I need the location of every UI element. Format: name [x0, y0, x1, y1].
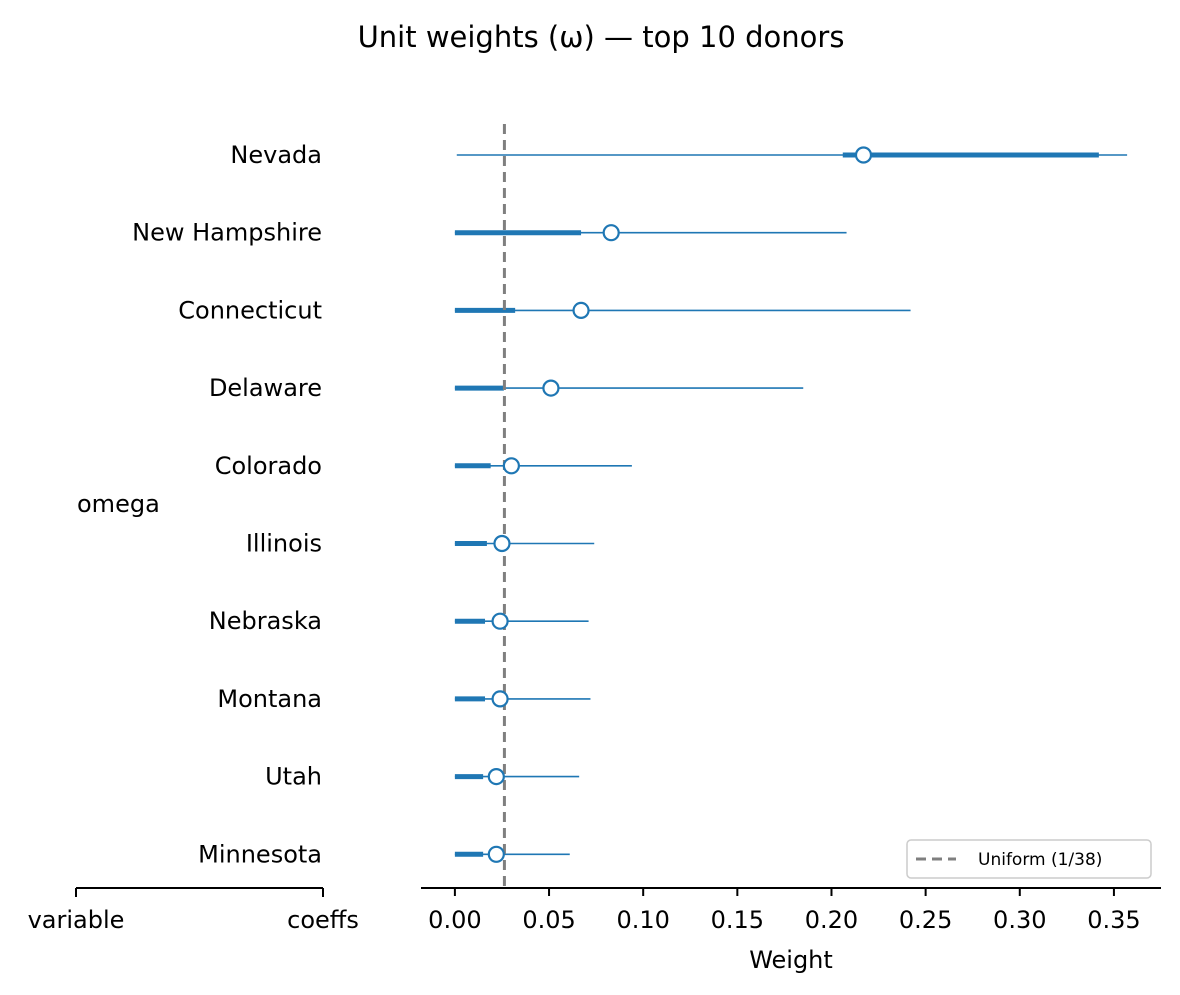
category-label-colorado: Colorado: [215, 452, 322, 480]
table-header-coeffs: coeffs: [287, 906, 359, 934]
mean-point-nevada: [854, 146, 873, 164]
category-label-delaware: Delaware: [209, 374, 322, 402]
category-label-connecticut: Connecticut: [178, 296, 322, 324]
category-label-nebraska: Nebraska: [209, 607, 322, 635]
x-tick-label: 0.15: [711, 906, 764, 934]
x-tick-label: 0.20: [805, 906, 858, 934]
category-label-utah: Utah: [265, 763, 322, 791]
category-labels: Nevada New Hampshire Connecticut Delaware Co…: [132, 141, 322, 868]
category-label-minnesota: Minnesota: [198, 840, 322, 868]
x-tick-label: 0.30: [993, 906, 1046, 934]
mean-point-montana: [491, 690, 509, 708]
mean-point-nebraska: [491, 612, 509, 630]
mean-point-illinois: [493, 534, 511, 553]
plot-area: 0.00 0.05 0.10 0.15 0.20 0.25 0.30 0.35 Weight: [421, 124, 1161, 974]
category-label-new-hampshire: New Hampshire: [132, 219, 322, 247]
intervals-layer: [454, 152, 1128, 857]
x-axis-label: Weight: [749, 946, 833, 974]
table-header-variable: variable: [28, 906, 125, 934]
x-tick-label: 0.10: [616, 906, 669, 934]
mean-point-connecticut: [572, 301, 590, 319]
legend: Uniform (1/38): [906, 839, 1152, 879]
legend-box: [906, 839, 1152, 879]
group-label: omega: [77, 490, 160, 518]
x-tick-label: 0.35: [1087, 906, 1140, 934]
mean-point-utah: [487, 767, 505, 786]
mean-point-new-hampshire: [602, 224, 620, 242]
mean-point-delaware: [542, 379, 560, 397]
x-tick-label: 0.00: [428, 906, 481, 934]
mean-point-colorado: [502, 457, 520, 475]
category-label-illinois: Illinois: [246, 530, 322, 558]
mean-point-minnesota: [487, 845, 505, 863]
chart-title: Unit weights (ω) — top 10 donors: [358, 20, 845, 54]
points-layer: [487, 146, 873, 863]
legend-label-uniform: Uniform (1/38): [978, 850, 1102, 870]
x-tick-label: 0.05: [522, 906, 575, 934]
category-label-nevada: Nevada: [230, 141, 322, 169]
x-tick-label: 0.25: [899, 906, 952, 934]
category-label-montana: Montana: [217, 685, 322, 713]
x-ticks: 0.00 0.05 0.10 0.15 0.20 0.25 0.30 0.35: [428, 888, 1141, 934]
labels-panel: omega variable coeffs: [28, 490, 359, 934]
